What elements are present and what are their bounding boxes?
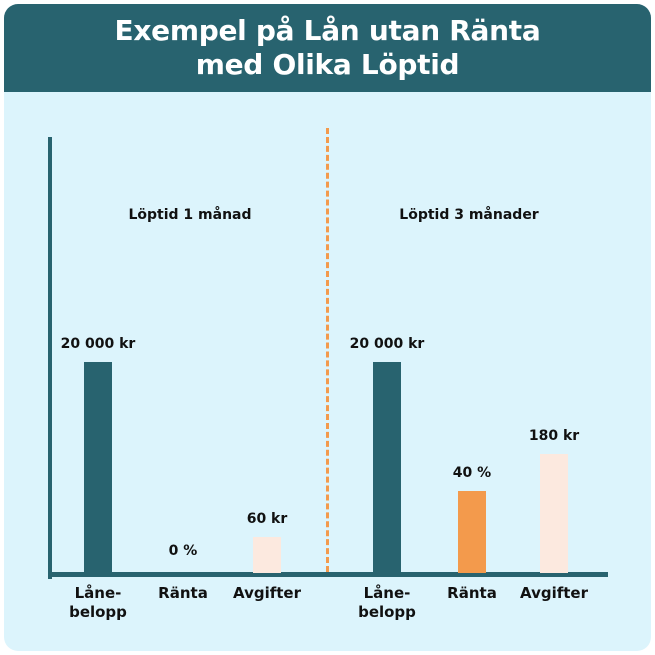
category-label: Avgifter (499, 584, 609, 603)
bar-1-3 (253, 537, 281, 573)
category-label-line: Ränta (158, 584, 208, 602)
value-label: 180 kr (528, 428, 580, 444)
category-label: Låne-belopp (332, 584, 442, 622)
category-label-line: belopp (358, 603, 416, 621)
category-label-line: Avgifter (233, 584, 301, 602)
bar-2-3 (540, 454, 568, 573)
value-label: 0 % (168, 543, 198, 559)
value-label: 20 000 kr (349, 336, 425, 352)
category-label-line: Avgifter (520, 584, 588, 602)
value-label: 20 000 kr (60, 336, 136, 352)
category-label-line: Låne- (74, 584, 122, 602)
group-divider (326, 128, 329, 572)
header: Exempel på Lån utan Ränta med Olika Löpt… (4, 4, 651, 92)
bar-2-2 (458, 491, 486, 573)
bar-2-1 (373, 362, 401, 573)
category-label: Ränta (128, 584, 238, 603)
title-line-1: Exempel på Lån utan Ränta (114, 14, 541, 47)
title-line-2: med Olika Löptid (195, 48, 460, 81)
x-axis (48, 572, 608, 577)
value-label: 60 kr (246, 511, 288, 527)
bar-1-1 (84, 362, 112, 573)
category-label: Avgifter (212, 584, 322, 603)
category-label-line: belopp (69, 603, 127, 621)
category-label-line: Låne- (363, 584, 411, 602)
title: Exempel på Lån utan Ränta med Olika Löpt… (4, 14, 651, 82)
y-axis (48, 137, 52, 579)
infographic-card: Exempel på Lån utan Ränta med Olika Löpt… (4, 4, 651, 651)
category-label-line: Ränta (447, 584, 497, 602)
category-label: Låne-belopp (43, 584, 153, 622)
group-title-1-month: Löptid 1 månad (128, 207, 252, 223)
category-label: Ränta (417, 584, 527, 603)
value-label: 40 % (452, 465, 492, 481)
group-title-3-months: Löptid 3 månader (399, 207, 539, 223)
